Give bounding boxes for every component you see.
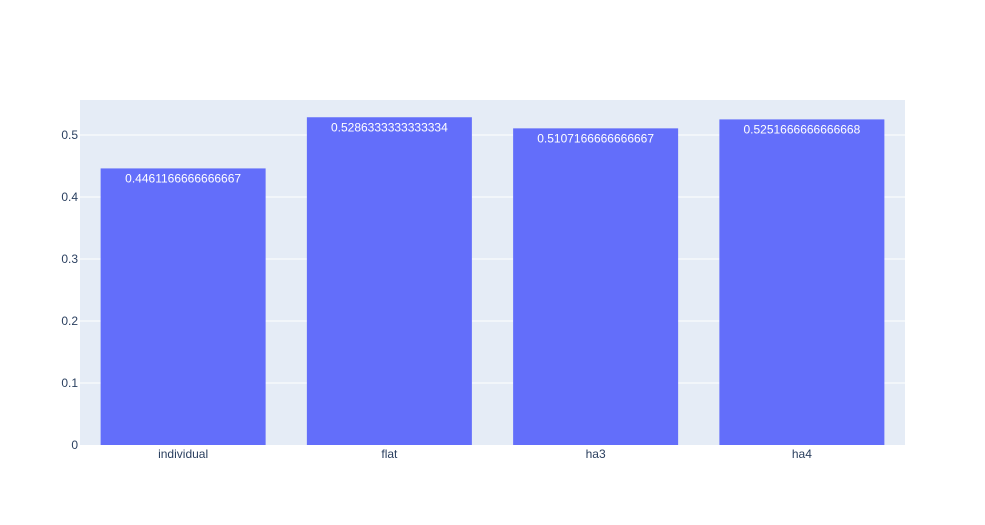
y-tick-label: 0.3: [61, 252, 78, 266]
y-axis-tick-labels: 0 0.1 0.2 0.3 0.4 0.5: [61, 128, 78, 452]
bar-ha4: [719, 119, 885, 445]
bar-flat: [306, 117, 472, 445]
bar-value-label: 0.4461166666666667: [125, 171, 241, 185]
x-tick-label: individual: [158, 447, 208, 461]
x-tick-label: flat: [381, 447, 398, 461]
bar-value-label: 0.5251666666666668: [743, 122, 860, 136]
y-tick-label: 0: [71, 438, 78, 452]
x-axis-tick-labels: individual flat ha3 ha4: [158, 447, 812, 461]
y-tick-label: 0.5: [61, 128, 78, 142]
y-tick-label: 0.4: [61, 190, 78, 204]
x-tick-label: ha4: [792, 447, 812, 461]
bar-ha3: [513, 128, 679, 445]
bar-value-label: 0.5107166666666667: [537, 131, 654, 145]
y-tick-label: 0.2: [61, 314, 78, 328]
y-tick-label: 0.1: [61, 376, 78, 390]
bar-value-labels: 0.4461166666666667 0.5286333333333334 0.51…: [125, 120, 860, 185]
x-tick-label: ha3: [586, 447, 606, 461]
bar-value-label: 0.5286333333333334: [331, 120, 448, 134]
bar-individual: [100, 168, 266, 445]
bars: [100, 117, 885, 445]
